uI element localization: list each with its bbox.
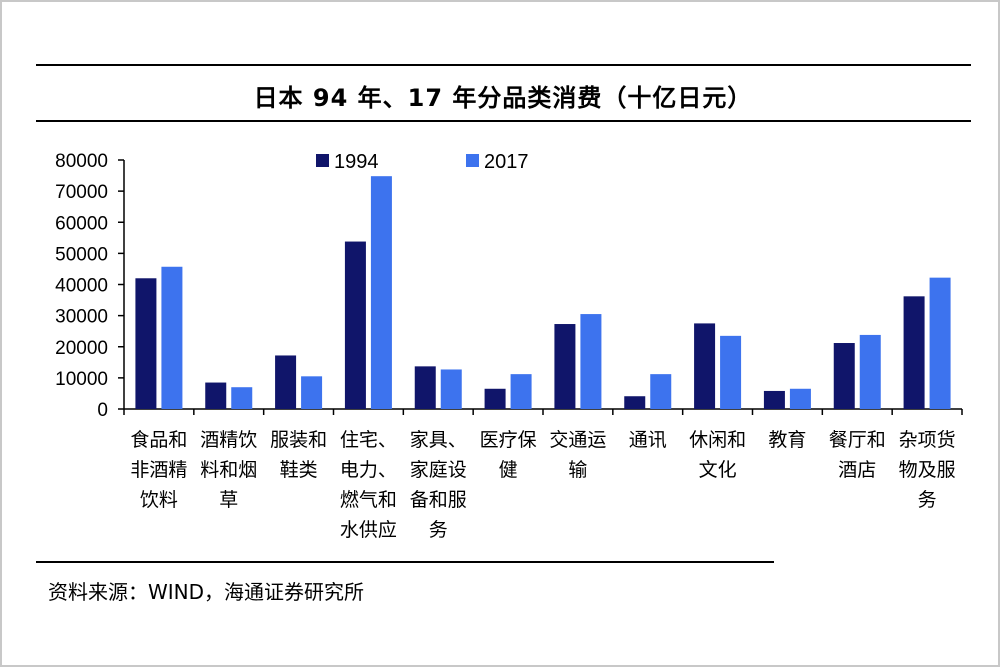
bar-1994 bbox=[624, 396, 646, 409]
bar-1994 bbox=[763, 390, 785, 409]
bars bbox=[135, 176, 951, 409]
bar-2017 bbox=[580, 314, 602, 409]
bar-1994 bbox=[205, 382, 227, 409]
y-axis: 0 10000 20000 30000 40000 50000 60000 70000 8000… bbox=[55, 151, 125, 421]
bar-2017 bbox=[370, 176, 392, 409]
footer-rule bbox=[36, 561, 774, 563]
category-label: 饮料 bbox=[140, 489, 178, 511]
category-label: 鞋类 bbox=[280, 459, 318, 481]
category-label: 务 bbox=[429, 519, 448, 541]
category-label: 酒店 bbox=[838, 459, 876, 481]
bar-1994 bbox=[484, 388, 506, 409]
y-tick-label: 0 bbox=[97, 400, 108, 421]
chart-title: 日本 94 年、17 年分品类消费（十亿日元） bbox=[253, 84, 753, 112]
category-label: 服装和 bbox=[270, 429, 327, 451]
category-label: 燃气和 bbox=[340, 489, 397, 511]
y-tick-label: 60000 bbox=[55, 213, 108, 234]
category-label: 电力、 bbox=[340, 459, 397, 481]
category-label: 草 bbox=[219, 489, 238, 511]
y-tick-label: 50000 bbox=[55, 244, 108, 265]
bar-2017 bbox=[510, 374, 532, 409]
category-label: 休闲和 bbox=[689, 429, 746, 451]
bar-1994 bbox=[344, 241, 366, 409]
category-label: 住宅、 bbox=[340, 429, 397, 451]
y-tick-label: 20000 bbox=[55, 338, 108, 359]
bar-1994 bbox=[833, 343, 855, 409]
bar-2017 bbox=[301, 376, 323, 409]
category-label: 交通运 bbox=[549, 429, 606, 451]
bar-1994 bbox=[275, 355, 297, 409]
bar-2017 bbox=[161, 266, 183, 409]
bar-2017 bbox=[650, 374, 672, 409]
category-label: 教育 bbox=[768, 429, 806, 451]
title-bottom-rule bbox=[36, 120, 971, 122]
category-label: 备和服 bbox=[410, 489, 467, 511]
category-label: 物及服 bbox=[899, 459, 956, 481]
bar-1994 bbox=[903, 296, 925, 409]
bar-2017 bbox=[440, 369, 462, 409]
category-label: 务 bbox=[918, 489, 937, 511]
category-label: 输 bbox=[568, 459, 587, 481]
legend-label-1994: 1994 bbox=[334, 151, 379, 173]
bar-2017 bbox=[789, 388, 811, 409]
bar-2017 bbox=[859, 334, 881, 409]
source-note: 资料来源：WIND，海通证券研究所 bbox=[48, 580, 365, 604]
legend-swatch-2017 bbox=[466, 154, 479, 167]
legend-swatch-1994 bbox=[316, 154, 329, 167]
category-label: 通讯 bbox=[629, 429, 667, 451]
y-tick-label: 10000 bbox=[55, 369, 108, 390]
bar-1994 bbox=[694, 323, 716, 409]
category-label: 餐厅和 bbox=[829, 429, 886, 451]
category-label: 食品和 bbox=[130, 429, 187, 451]
bar-1994 bbox=[414, 366, 436, 409]
legend-label-2017: 2017 bbox=[484, 151, 529, 173]
y-tick-label: 70000 bbox=[55, 182, 108, 203]
legend: 1994 2017 bbox=[316, 151, 529, 173]
y-tick-label: 30000 bbox=[55, 307, 108, 328]
category-label: 家具、 bbox=[410, 429, 467, 451]
y-tick-label: 80000 bbox=[55, 151, 108, 172]
title-top-rule bbox=[36, 64, 971, 66]
bar-1994 bbox=[135, 278, 157, 409]
x-axis bbox=[123, 408, 963, 415]
category-label: 文化 bbox=[699, 459, 737, 481]
bar-2017 bbox=[929, 277, 951, 409]
category-label: 医疗保 bbox=[480, 429, 537, 451]
bar-1994 bbox=[554, 324, 576, 409]
category-label: 非酒精 bbox=[130, 459, 187, 481]
bar-2017 bbox=[231, 387, 253, 409]
category-label: 杂项货 bbox=[899, 429, 956, 451]
category-label: 健 bbox=[499, 459, 518, 481]
y-tick-label: 40000 bbox=[55, 276, 108, 297]
category-label: 家庭设 bbox=[410, 459, 467, 481]
category-label: 水供应 bbox=[340, 519, 397, 541]
bar-2017 bbox=[720, 335, 742, 409]
category-label: 料和烟 bbox=[200, 459, 257, 481]
category-label: 酒精饮 bbox=[200, 429, 257, 451]
